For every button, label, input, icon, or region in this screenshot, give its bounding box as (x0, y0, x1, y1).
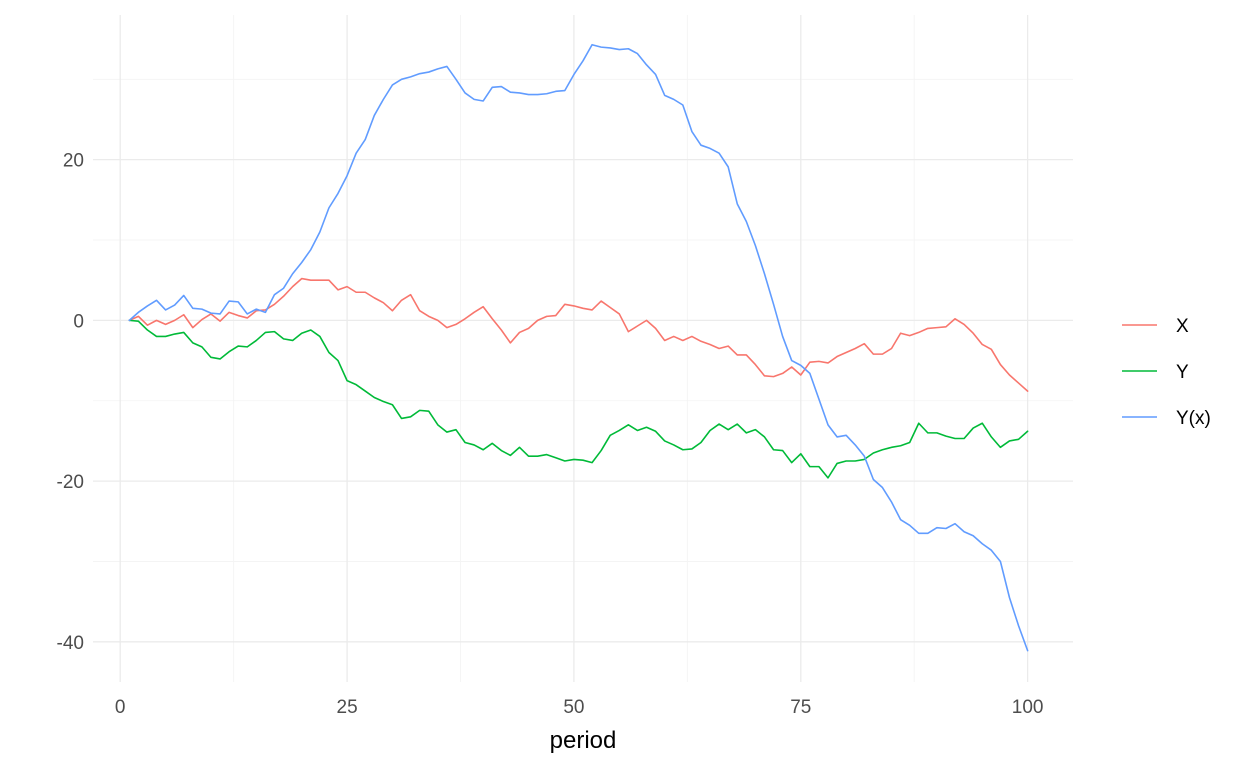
legend-label-y: Y (1176, 362, 1189, 383)
x-tick-label: 75 (790, 697, 811, 718)
x-tick-label: 50 (563, 697, 584, 718)
y-tick-label: 20 (63, 151, 84, 172)
tick-labels: 0 25 50 75 100 -40 -20 0 20 (57, 151, 1044, 718)
x-axis-title: period (550, 727, 617, 754)
series-line-y (128, 319, 1029, 479)
y-tick-label: 0 (73, 311, 84, 332)
series-line-x (128, 277, 1029, 392)
legend-label-x: X (1176, 316, 1189, 337)
x-tick-label: 25 (337, 697, 358, 718)
y-tick-label: -20 (57, 472, 84, 493)
grid (93, 15, 1073, 682)
x-tick-label: 0 (115, 697, 126, 718)
legend: X Y Y(x) (1122, 316, 1211, 429)
series-line-y-x (128, 43, 1029, 652)
x-tick-label: 100 (1012, 697, 1044, 718)
legend-label-y-x: Y(x) (1176, 408, 1211, 429)
y-tick-label: -40 (57, 633, 84, 654)
series-lines (128, 43, 1029, 652)
